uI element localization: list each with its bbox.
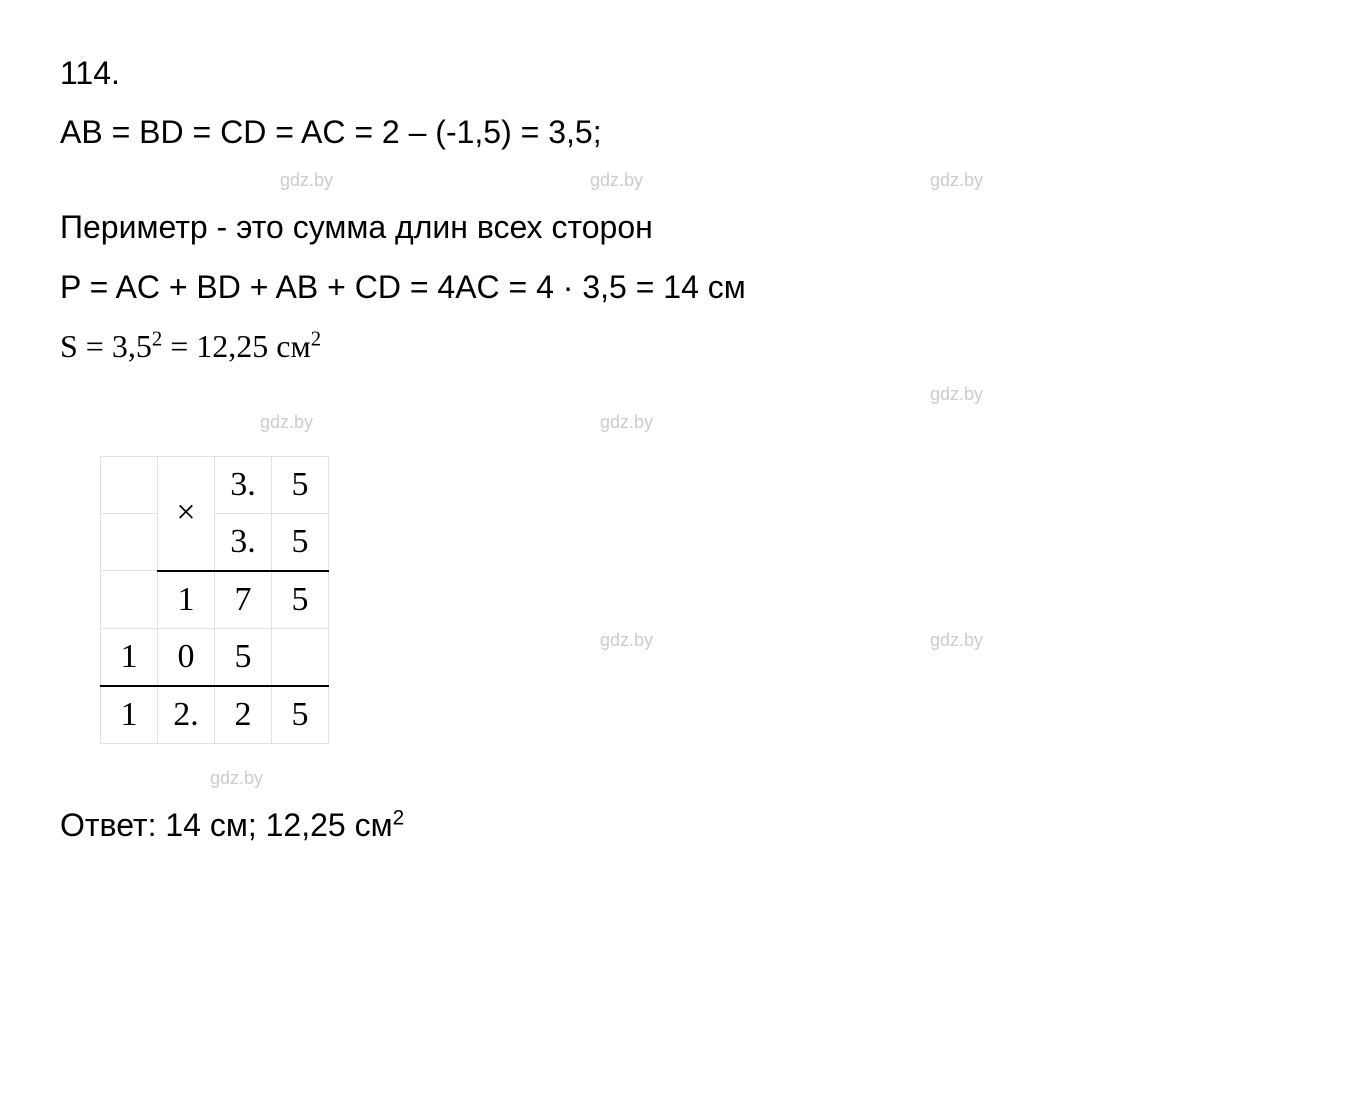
cell: 5 xyxy=(272,571,329,629)
cell: 2 xyxy=(215,686,272,744)
table-row: 1 2. 2 5 xyxy=(101,686,329,744)
watermark: gdz.by xyxy=(210,764,263,793)
multiplication-table: × 3. 5 3. 5 1 7 5 1 0 5 1 2. 2 5 xyxy=(100,456,329,744)
multiplication-block: × 3. 5 3. 5 1 7 5 1 0 5 1 2. 2 5 gdz.by … xyxy=(60,456,1287,744)
cell: 5 xyxy=(215,628,272,686)
cell: 7 xyxy=(215,571,272,629)
table-row: 3. 5 xyxy=(101,513,329,571)
cell: 0 xyxy=(158,628,215,686)
answer-exp: 2 xyxy=(393,806,405,829)
area-calculation: S = 3,52 = 12,25 см2 xyxy=(60,321,1287,372)
watermark: gdz.by xyxy=(600,408,653,437)
watermark: gdz.by xyxy=(600,626,653,655)
watermark-row-3: gdz.by gdz.by xyxy=(60,408,1287,436)
area-exp2: 2 xyxy=(311,327,321,350)
area-prefix: S = xyxy=(60,328,112,364)
watermark: gdz.by xyxy=(260,408,313,437)
area-exp1: 2 xyxy=(152,327,162,350)
watermark: gdz.by xyxy=(930,626,983,655)
multiply-sign: × xyxy=(158,456,215,571)
cell xyxy=(101,456,158,513)
cell: 3. xyxy=(215,456,272,513)
cell: 5 xyxy=(272,686,329,744)
watermark: gdz.by xyxy=(930,380,983,409)
cell: 1 xyxy=(158,571,215,629)
watermark: gdz.by xyxy=(280,166,333,195)
area-mid: = 12,25 см xyxy=(162,328,311,364)
cell xyxy=(101,513,158,571)
cell: 5 xyxy=(272,513,329,571)
watermark-row-bottom: gdz.by xyxy=(60,764,1287,792)
cell: 1 xyxy=(101,628,158,686)
cell: 1 xyxy=(101,686,158,744)
watermark: gdz.by xyxy=(590,166,643,195)
cell xyxy=(272,628,329,686)
perimeter-definition: Периметр - это сумма длин всех сторон xyxy=(60,202,1287,253)
cell xyxy=(101,571,158,629)
watermark-row-1: gdz.by gdz.by gdz.by xyxy=(60,166,1287,194)
answer-text: Ответ: 14 см; 12,25 см xyxy=(60,807,393,843)
cell: 5 xyxy=(272,456,329,513)
table-row: × 3. 5 xyxy=(101,456,329,513)
table-row: 1 7 5 xyxy=(101,571,329,629)
watermark: gdz.by xyxy=(930,166,983,195)
problem-number: 114. xyxy=(60,48,1287,99)
area-base1: 3,5 xyxy=(112,328,152,364)
table-row: 1 0 5 xyxy=(101,628,329,686)
watermark-row-2: gdz.by xyxy=(60,380,1287,408)
cell: 3. xyxy=(215,513,272,571)
sides-equation: AB = BD = CD = AC = 2 – (-1,5) = 3,5; xyxy=(60,107,1287,158)
answer-line: Ответ: 14 см; 12,25 см2 xyxy=(60,800,1287,851)
cell: 2. xyxy=(158,686,215,744)
perimeter-calculation: P = AC + BD + AB + CD = 4AC = 4 · 3,5 = … xyxy=(60,262,1287,313)
